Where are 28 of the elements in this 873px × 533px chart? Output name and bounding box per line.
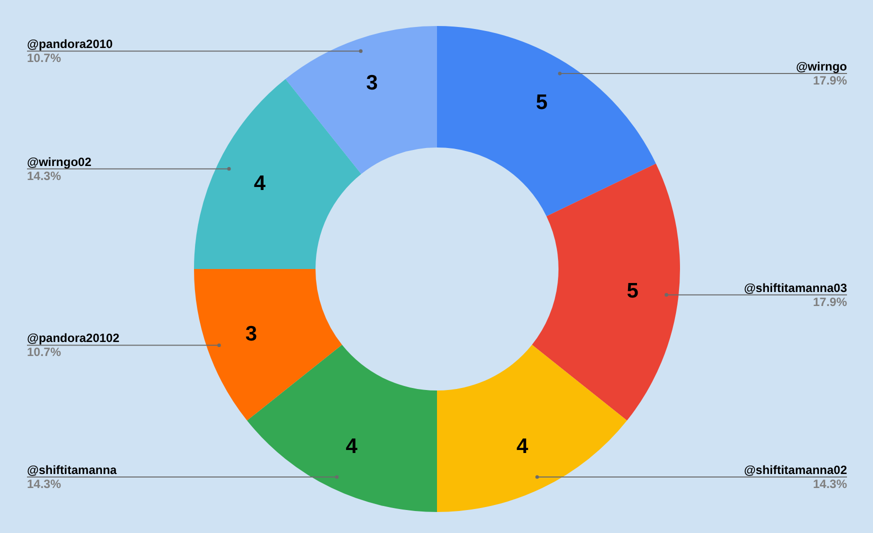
- data-label: 4: [516, 434, 529, 458]
- data-label: 4: [254, 172, 266, 196]
- data-label: 5: [536, 90, 548, 114]
- slice-label: @wirngo02: [27, 154, 92, 169]
- text: 14.3%: [27, 476, 62, 491]
- donut-slice: [285, 26, 437, 174]
- donut-slice: [247, 344, 437, 512]
- data-label: 3: [366, 72, 378, 95]
- data-label: 3: [245, 322, 258, 346]
- slice-label: @pandora2010: [27, 37, 114, 52]
- slice-label: @shiftitamanna: [27, 462, 118, 477]
- donut-slice: [194, 269, 342, 421]
- text: 17.9%: [812, 74, 848, 88]
- donut-slice: [194, 79, 362, 269]
- data-label: 5: [626, 280, 639, 303]
- slice-label: @shiftitamanna02: [744, 462, 848, 477]
- slice-label: @wirngo: [796, 60, 847, 74]
- text: 10.7%: [27, 51, 62, 66]
- slice-label: @shiftitamanna03: [744, 280, 848, 295]
- text: 17.9%: [812, 294, 848, 309]
- donut-slice: [437, 344, 627, 512]
- text: 14.3%: [27, 168, 62, 183]
- text: 14.3%: [812, 476, 848, 491]
- text: 10.7%: [27, 345, 62, 360]
- data-label: 4: [346, 434, 358, 458]
- slice-label: @pandora20102: [27, 331, 120, 346]
- donut-slice: [437, 26, 656, 216]
- donut-slice: [532, 164, 680, 421]
